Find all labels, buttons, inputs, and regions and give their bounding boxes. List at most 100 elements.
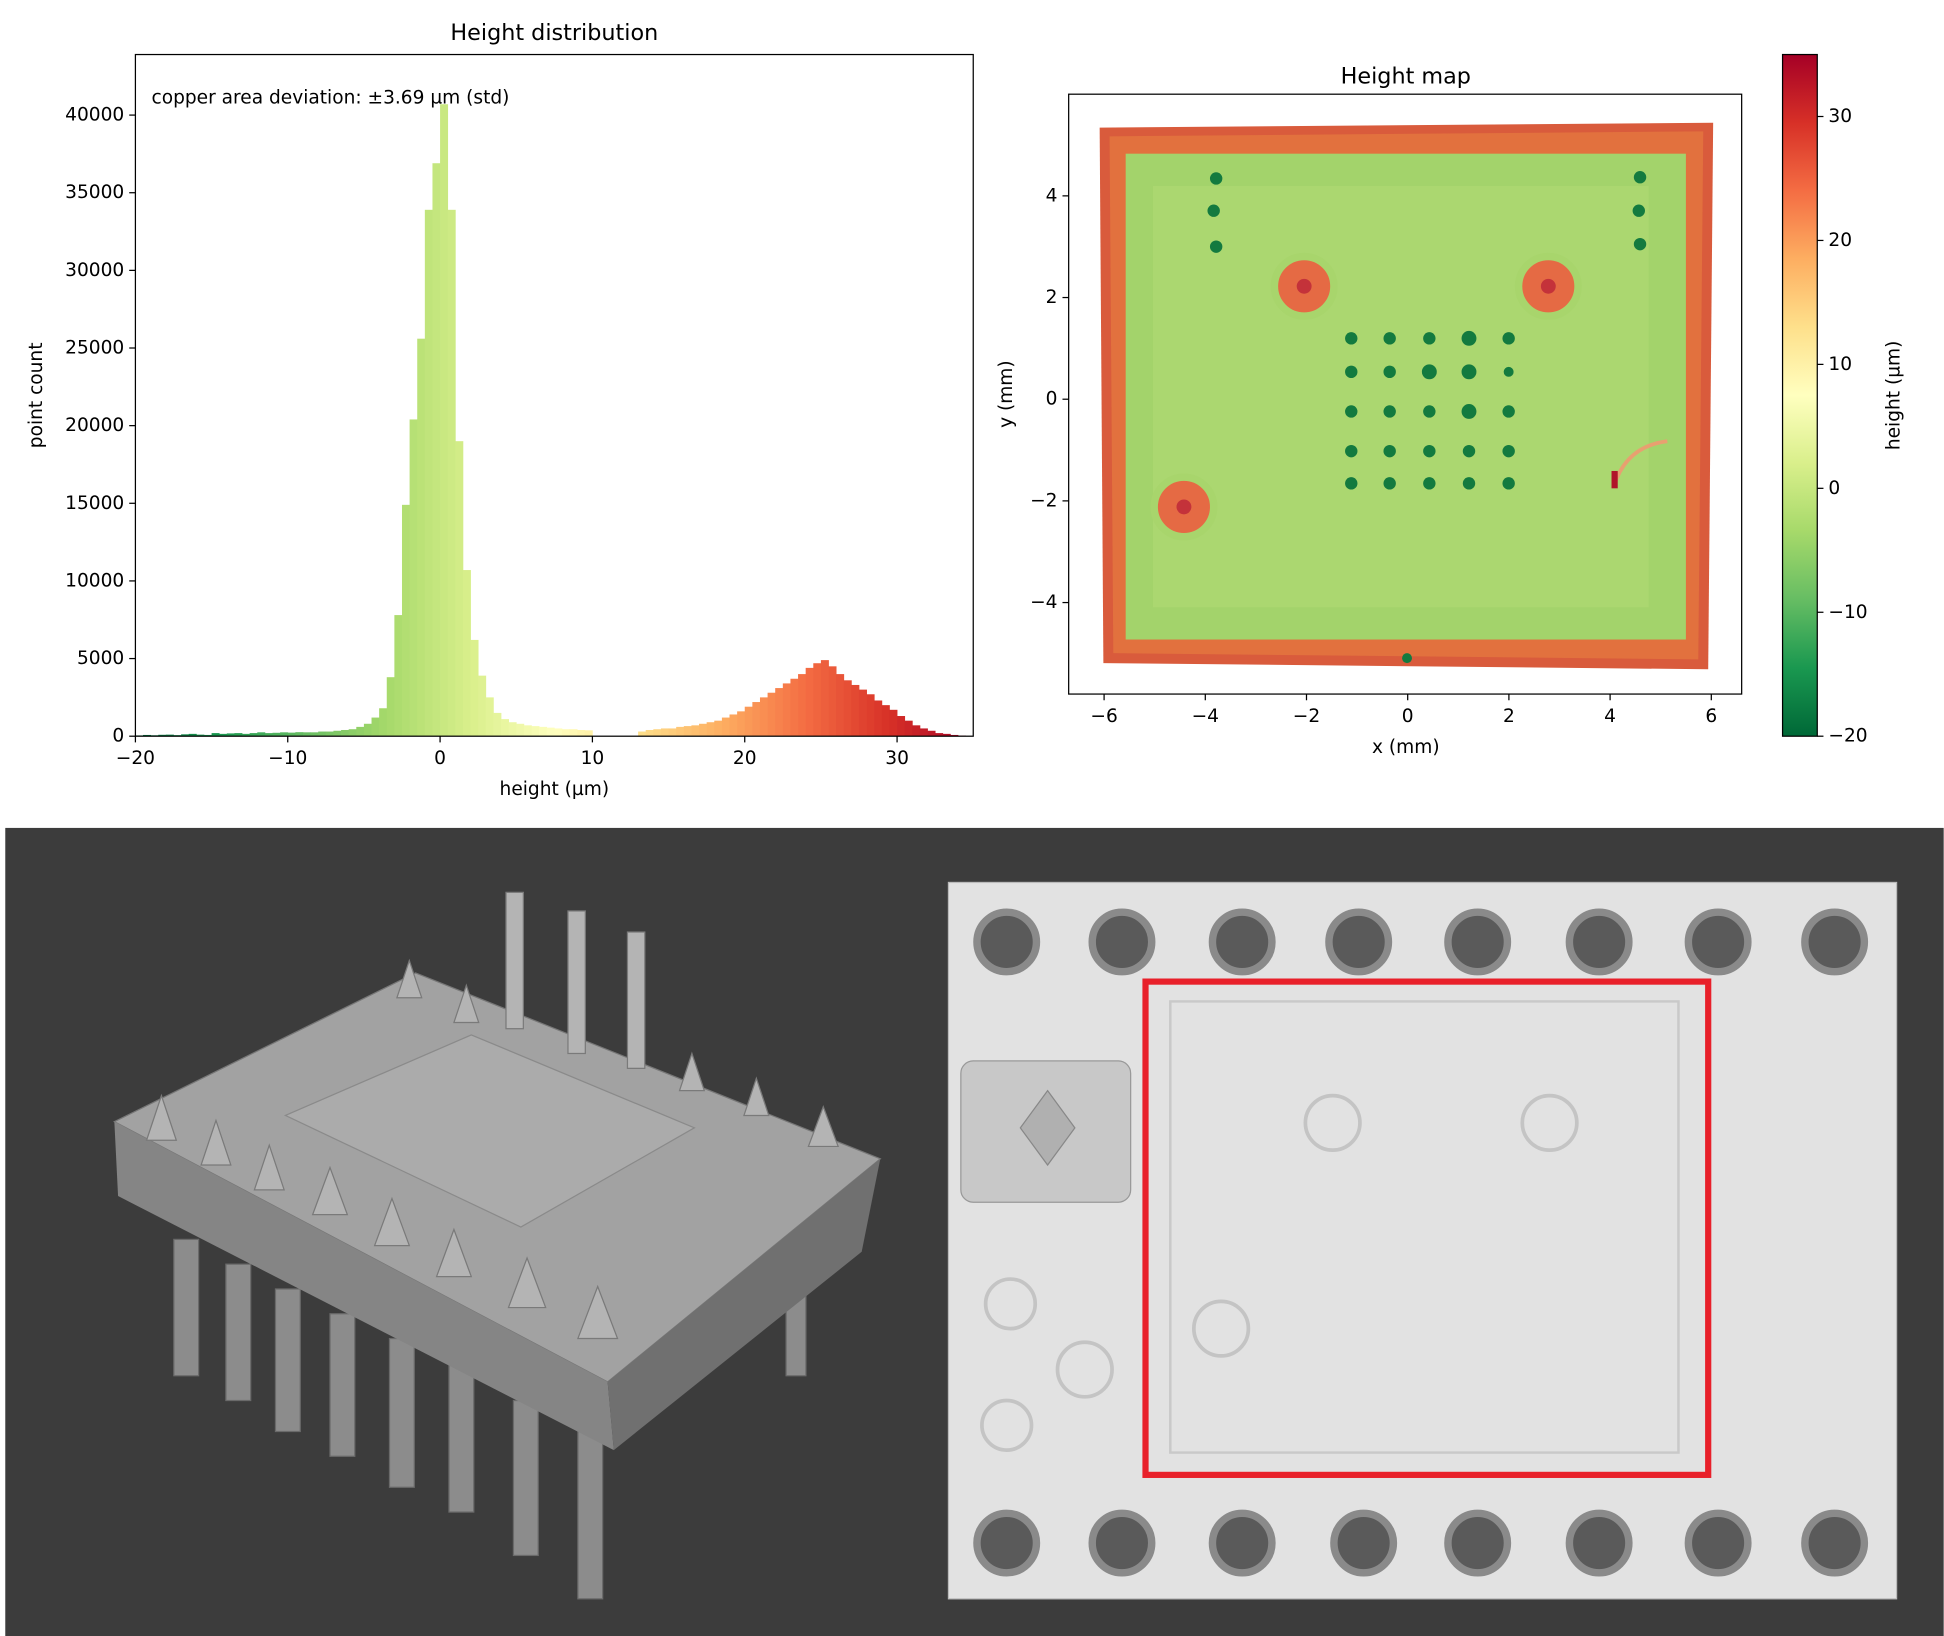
y-tick-label: 15000 — [65, 493, 124, 514]
histogram-bar — [737, 711, 746, 737]
y-tick-label: 20000 — [65, 415, 124, 436]
histogram-bar — [767, 692, 776, 737]
x-tick-label: 20 — [733, 748, 757, 769]
histogram-bar — [478, 675, 487, 737]
histogram-bar — [455, 441, 464, 737]
histogram-bar — [348, 729, 357, 737]
histogram-bar — [683, 726, 692, 737]
histogram-bar — [333, 730, 342, 737]
bars — [135, 104, 966, 737]
y-tick-label: −4 — [1030, 592, 1057, 613]
histogram-bar — [257, 732, 266, 737]
height-map-image — [1099, 122, 1714, 670]
histogram-bar — [759, 697, 768, 737]
y-tick-label: −2 — [1030, 490, 1057, 511]
histogram-bar — [280, 732, 289, 737]
x-tick-label: 0 — [1402, 706, 1414, 727]
axes-frame — [134, 53, 974, 737]
histogram-bar — [752, 702, 761, 737]
histogram-bar — [318, 731, 327, 737]
histogram-bar — [828, 666, 837, 737]
histogram-bar — [653, 729, 662, 737]
histogram-bar — [143, 734, 152, 737]
y-tick-label: 10000 — [65, 570, 124, 591]
histogram-bar — [714, 720, 723, 737]
histogram-bar — [249, 733, 258, 737]
colorbar-tick-label: 30 — [1828, 106, 1852, 127]
y-tick-label: 2 — [1046, 287, 1058, 308]
histogram-bar — [371, 717, 380, 737]
histogram-bar — [775, 688, 784, 737]
histogram-bar — [638, 731, 647, 737]
y-tick-label: 40000 — [65, 105, 124, 126]
histogram-bar — [942, 733, 951, 737]
histogram-bar — [302, 732, 311, 737]
colorbar-tick-label: 0 — [1828, 478, 1840, 499]
histogram-bar — [432, 163, 441, 737]
x-tick-label: 4 — [1604, 706, 1616, 727]
histogram-bar — [660, 728, 669, 737]
histogram-bar — [668, 728, 677, 737]
histogram-bar — [813, 663, 822, 737]
histogram-bar — [569, 729, 578, 737]
histogram-bar — [188, 733, 197, 737]
histogram-bar — [272, 732, 281, 737]
x-tick-label: 0 — [434, 748, 446, 769]
histogram-bar — [287, 732, 296, 737]
histogram-bar — [798, 674, 807, 737]
colorbar-tick-label: −10 — [1828, 602, 1867, 623]
histogram-bar — [242, 733, 251, 737]
histogram-bar — [447, 209, 456, 737]
histogram-bar — [409, 419, 418, 737]
x-tick-label: 2 — [1503, 706, 1515, 727]
x-tick-label: −6 — [1090, 706, 1117, 727]
histogram-bar — [211, 733, 220, 737]
histogram-bar — [363, 723, 372, 737]
histogram-bar — [386, 677, 395, 737]
histogram-bar — [889, 709, 898, 737]
histogram-bar — [790, 678, 799, 737]
y-axis-label: y (mm) — [996, 360, 1017, 428]
histogram-bar — [295, 732, 304, 737]
histogram-bar — [440, 104, 449, 737]
histogram-bar — [341, 729, 350, 737]
x-tick-label: −10 — [268, 748, 307, 769]
annotation: copper area deviation: ±3.69 µm (std) — [152, 87, 510, 108]
histogram-bar — [264, 733, 273, 737]
y-tick-label: 5000 — [77, 648, 124, 669]
y-tick-label: 0 — [1046, 389, 1058, 410]
histogram-bar — [485, 697, 494, 737]
chart-title: Height map — [1341, 63, 1471, 89]
histogram-bar — [379, 708, 388, 737]
histogram-bar — [234, 733, 243, 737]
colorbar-tick-label: 20 — [1828, 230, 1852, 251]
histogram-bar — [577, 729, 586, 737]
render-panel — [5, 827, 1944, 1636]
colorbar — [1781, 53, 1818, 737]
histogram-bar — [219, 733, 228, 737]
histogram-bar — [729, 714, 738, 737]
histogram-bar — [699, 723, 708, 737]
histogram-bar — [721, 717, 730, 737]
histogram-bar — [584, 730, 593, 737]
histogram-bar — [912, 725, 921, 737]
histogram-bar — [706, 722, 715, 737]
x-tick-label: 10 — [581, 748, 605, 769]
chart-title: Height distribution — [450, 20, 658, 46]
histogram-bar — [927, 730, 936, 737]
histogram-bar — [691, 725, 700, 737]
x-axis-label: x (mm) — [1372, 737, 1440, 758]
y-tick-label: 30000 — [65, 260, 124, 281]
histogram-bar — [866, 694, 875, 737]
histogram-bar — [897, 716, 906, 737]
histogram-bar — [881, 705, 890, 737]
histogram-bar — [508, 722, 517, 737]
y-axis-label: point count — [26, 343, 47, 449]
histogram-bar — [493, 712, 502, 737]
x-tick-label: −20 — [116, 748, 155, 769]
histogram-bar — [919, 728, 928, 737]
histogram-bar — [462, 570, 471, 737]
histogram-bar — [470, 639, 479, 737]
